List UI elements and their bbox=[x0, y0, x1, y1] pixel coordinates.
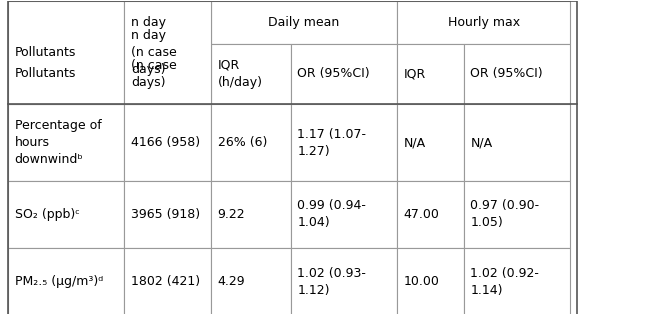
Text: Hourly max: Hourly max bbox=[448, 16, 520, 29]
Text: OR (95%CI): OR (95%CI) bbox=[297, 67, 370, 80]
Text: Pollutants: Pollutants bbox=[15, 67, 76, 80]
Text: 10.00: 10.00 bbox=[404, 275, 440, 288]
Bar bbox=[124, 181, 211, 248]
Bar bbox=[124, 248, 211, 315]
Bar bbox=[8, 248, 124, 315]
Bar bbox=[124, 43, 211, 104]
Bar bbox=[8, 43, 124, 104]
Text: n day: n day bbox=[131, 16, 166, 29]
Bar bbox=[211, 1, 397, 43]
Bar bbox=[8, 1, 124, 104]
Text: 1.17 (1.07-
1.27): 1.17 (1.07- 1.27) bbox=[297, 128, 367, 158]
Bar bbox=[397, 248, 464, 315]
Text: Pollutants: Pollutants bbox=[15, 46, 76, 60]
Text: 0.97 (0.90-
1.05): 0.97 (0.90- 1.05) bbox=[470, 199, 540, 230]
Text: (n case
days): (n case days) bbox=[131, 59, 177, 89]
Text: OR (95%CI): OR (95%CI) bbox=[470, 67, 543, 80]
Bar bbox=[464, 248, 570, 315]
Text: 3965 (918): 3965 (918) bbox=[131, 208, 200, 221]
Text: SO₂ (ppb)ᶜ: SO₂ (ppb)ᶜ bbox=[15, 208, 79, 221]
Text: 4.29: 4.29 bbox=[218, 275, 245, 288]
Bar bbox=[211, 248, 291, 315]
Bar bbox=[464, 104, 570, 181]
Text: 26% (6): 26% (6) bbox=[218, 136, 267, 149]
Text: IQR: IQR bbox=[404, 67, 426, 80]
Bar bbox=[8, 1, 576, 315]
Text: Daily mean: Daily mean bbox=[269, 16, 340, 29]
Bar bbox=[397, 43, 464, 104]
Text: 1802 (421): 1802 (421) bbox=[131, 275, 200, 288]
Text: IQR
(h/day): IQR (h/day) bbox=[218, 59, 263, 89]
Bar bbox=[8, 104, 124, 181]
Text: 1.02 (0.92-
1.14): 1.02 (0.92- 1.14) bbox=[470, 266, 539, 297]
Text: PM₂.₅ (μg/m³)ᵈ: PM₂.₅ (μg/m³)ᵈ bbox=[15, 275, 103, 288]
Bar bbox=[211, 181, 291, 248]
Text: n day
(n case
days): n day (n case days) bbox=[131, 29, 177, 77]
Bar bbox=[8, 181, 124, 248]
Bar bbox=[464, 181, 570, 248]
Text: N/A: N/A bbox=[404, 136, 426, 149]
Bar bbox=[397, 104, 464, 181]
Text: N/A: N/A bbox=[470, 136, 492, 149]
Bar bbox=[291, 104, 397, 181]
Text: 1.02 (0.93-
1.12): 1.02 (0.93- 1.12) bbox=[297, 266, 366, 297]
Bar bbox=[397, 1, 570, 43]
Bar bbox=[124, 1, 211, 43]
Text: 4166 (958): 4166 (958) bbox=[131, 136, 200, 149]
Text: 9.22: 9.22 bbox=[218, 208, 245, 221]
Bar bbox=[124, 1, 211, 104]
Bar bbox=[8, 1, 124, 43]
Bar bbox=[397, 181, 464, 248]
Bar bbox=[464, 43, 570, 104]
Bar bbox=[291, 43, 397, 104]
Text: Percentage of
hours
downwindᵇ: Percentage of hours downwindᵇ bbox=[15, 119, 102, 166]
Bar bbox=[211, 104, 291, 181]
Text: 0.99 (0.94-
1.04): 0.99 (0.94- 1.04) bbox=[297, 199, 366, 230]
Bar bbox=[291, 181, 397, 248]
Bar bbox=[124, 104, 211, 181]
Bar bbox=[291, 248, 397, 315]
Text: 47.00: 47.00 bbox=[404, 208, 440, 221]
Bar bbox=[211, 43, 291, 104]
